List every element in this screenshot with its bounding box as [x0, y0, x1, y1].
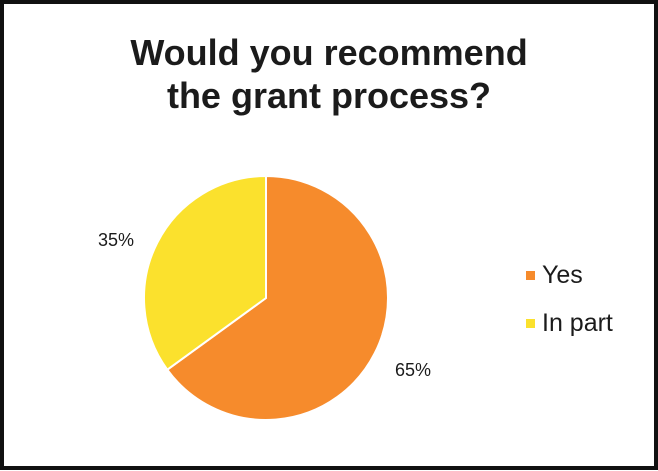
legend-label-in-part: In part — [542, 309, 613, 338]
legend-swatch-yes — [526, 271, 535, 280]
pie-chart: 65% 35% — [4, 4, 654, 466]
data-label-yes: 65% — [395, 360, 431, 380]
pie-slices — [144, 176, 388, 420]
chart-legend: Yes In part — [526, 260, 613, 356]
data-label-in-part: 35% — [98, 230, 134, 250]
legend-label-yes: Yes — [542, 261, 583, 290]
legend-item-yes: Yes — [526, 260, 613, 290]
legend-swatch-in-part — [526, 319, 535, 328]
legend-item-in-part: In part — [526, 308, 613, 338]
